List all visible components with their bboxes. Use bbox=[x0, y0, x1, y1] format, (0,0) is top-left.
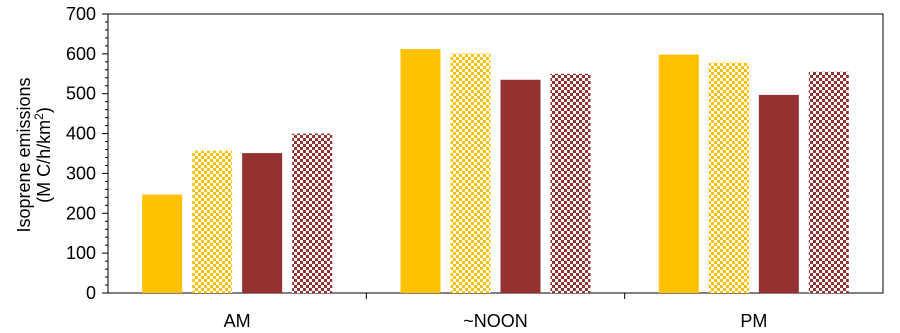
y-axis-title: Isoprene emissions (M C/h/km2) bbox=[14, 77, 54, 232]
x-category-label: AM bbox=[224, 311, 251, 331]
y-tick-label: 0 bbox=[86, 283, 96, 303]
x-category-label: ~NOON bbox=[463, 311, 528, 331]
bar bbox=[292, 133, 333, 293]
y-axis-title-superscript: 2 bbox=[32, 113, 46, 120]
bar bbox=[808, 71, 849, 294]
y-tick-label: 600 bbox=[66, 44, 96, 64]
bar bbox=[500, 79, 541, 293]
y-tick-label: 500 bbox=[66, 84, 96, 104]
y-axis-title-line2: (M C/h/km2) bbox=[32, 107, 54, 203]
bar bbox=[708, 62, 749, 293]
y-tick-label: 300 bbox=[66, 163, 96, 183]
bar bbox=[758, 94, 799, 293]
bar bbox=[192, 150, 233, 293]
y-tick-label: 200 bbox=[66, 203, 96, 223]
y-axis-title-unit: (M C/h/km bbox=[34, 120, 54, 203]
y-tick-label: 700 bbox=[66, 4, 96, 24]
bar bbox=[450, 53, 491, 293]
y-tick-label: 100 bbox=[66, 243, 96, 263]
y-axis-title-close: ) bbox=[34, 107, 54, 113]
y-tick-label: 400 bbox=[66, 124, 96, 144]
bar bbox=[142, 194, 183, 293]
y-axis-title-line1: Isoprene emissions bbox=[14, 77, 34, 232]
bar bbox=[242, 153, 283, 293]
x-category-label: PM bbox=[740, 311, 767, 331]
plot-area: 0 100 200 300 400 500 600 700 AM ~NOON PM bbox=[66, 4, 884, 331]
plot-border bbox=[107, 13, 884, 294]
bar bbox=[400, 49, 441, 294]
bar bbox=[658, 54, 699, 294]
bar bbox=[550, 73, 591, 294]
